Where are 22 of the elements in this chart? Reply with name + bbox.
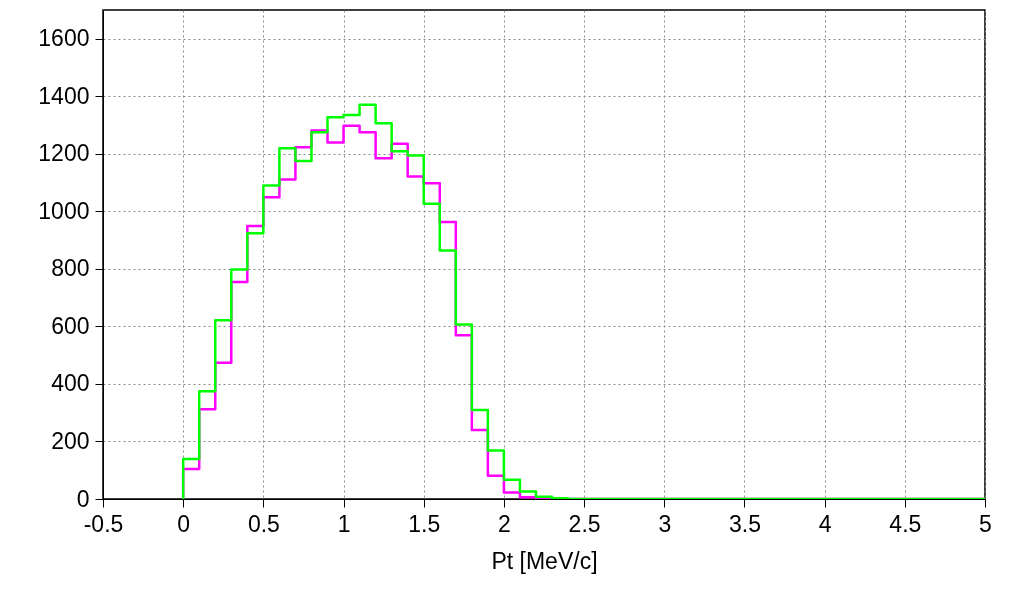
x-tick-label: 0 <box>177 510 191 537</box>
x-tick-label: 4 <box>818 510 832 537</box>
y-tick-label: 800 <box>51 255 90 282</box>
x-axis-title: Pt [MeV/c] <box>491 547 598 574</box>
x-tick-label: -0.5 <box>83 510 124 537</box>
y-tick-label: 1600 <box>38 25 90 52</box>
y-tick-label: 1400 <box>38 82 90 109</box>
x-tick-label: 4.5 <box>889 510 922 537</box>
x-tick-label: 3.5 <box>728 510 761 537</box>
x-tick-label: 5 <box>979 510 992 537</box>
y-tick-label: 1000 <box>38 197 90 224</box>
y-tick-label: 1200 <box>38 140 90 167</box>
x-tick-label: 1.5 <box>408 510 441 537</box>
x-tick-label: 1 <box>337 510 351 537</box>
y-tick-label: 600 <box>51 312 90 339</box>
y-tick-label: 200 <box>51 427 90 454</box>
x-tick-label: 2.5 <box>568 510 601 537</box>
x-tick-label: 2 <box>498 510 511 537</box>
y-tick-label: 400 <box>51 370 90 397</box>
x-tick-label: 3 <box>658 510 672 537</box>
x-tick-label: 0.5 <box>247 510 280 537</box>
y-tick-label: 0 <box>76 485 90 512</box>
